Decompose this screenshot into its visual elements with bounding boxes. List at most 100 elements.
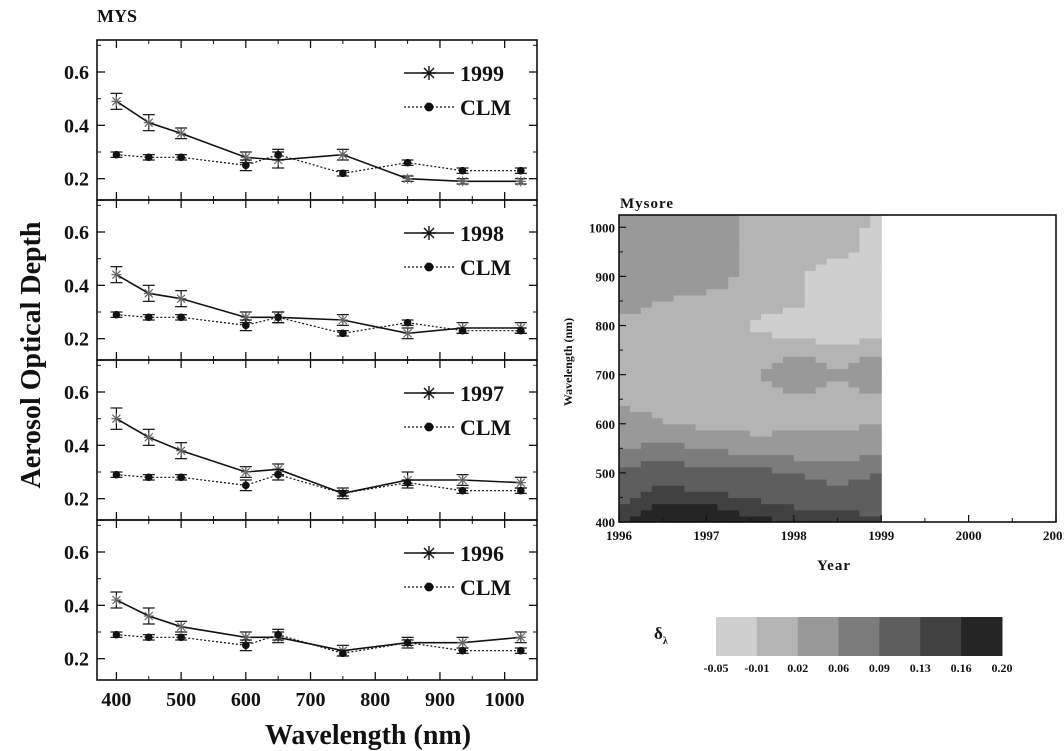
y-tick-label: 0.4 (64, 115, 89, 137)
contour-cell (837, 313, 850, 320)
contour-cell (771, 350, 784, 357)
contour-cell (728, 264, 740, 271)
contour-cell (804, 436, 817, 443)
contour-cell (826, 227, 839, 235)
contour-cell (859, 491, 871, 499)
contour-cell (673, 374, 686, 382)
contour-cell (837, 503, 850, 511)
contour-cell (706, 350, 718, 357)
contour-cell (673, 239, 686, 247)
data-point-asterisk (457, 176, 468, 187)
contour-cell (662, 405, 675, 413)
contour-cell (750, 264, 762, 271)
y-tick-label: 1000 (589, 220, 615, 235)
contour-cell (815, 503, 828, 511)
x-tick-label: 800 (360, 689, 390, 711)
contour-cell (673, 245, 686, 253)
contour-cell (673, 460, 686, 468)
contour-cell (870, 350, 882, 357)
contour-cell (826, 380, 839, 388)
contour-cell (728, 411, 740, 419)
contour-cell (870, 436, 882, 443)
contour-cell (837, 331, 850, 339)
contour-cell (717, 245, 729, 253)
contour-cell (859, 374, 871, 382)
contour-cell (815, 386, 828, 394)
contour-cell (728, 423, 740, 431)
contour-cell (728, 417, 740, 425)
contour-cell (717, 215, 729, 228)
contour-cell (870, 251, 882, 259)
contour-cell (848, 491, 860, 499)
contour-cell (848, 362, 860, 370)
contour-cell (815, 423, 828, 431)
contour-cell (640, 356, 653, 363)
contour-cell (793, 288, 806, 296)
contour-cell (706, 405, 718, 413)
contour-cell (761, 479, 773, 486)
contour-cell (848, 466, 860, 474)
contour-cell (771, 479, 784, 486)
contour-cell (782, 454, 795, 462)
contour-cell (804, 472, 817, 480)
contour-cell (706, 417, 718, 425)
contour-cell (826, 282, 839, 290)
contour-cell (706, 300, 718, 308)
contour-cell (804, 515, 817, 523)
contour-cell (640, 405, 653, 413)
contour-cell (848, 245, 860, 253)
contour-cell (695, 325, 707, 333)
contour-cell (848, 497, 860, 505)
contour-cell (761, 350, 773, 357)
contour-cell (717, 411, 729, 419)
contour-cell (706, 460, 718, 468)
contour-cell (739, 362, 751, 370)
contour-cell (739, 472, 751, 480)
contour-cell (651, 276, 664, 284)
contour-cell (629, 454, 642, 462)
contour-cell (870, 239, 882, 247)
contour-cell (848, 485, 860, 492)
contour-cell (717, 307, 729, 314)
contour-cell (761, 270, 773, 277)
contour-cell (804, 374, 817, 382)
contour-cell (826, 276, 839, 284)
contour-cell (761, 356, 773, 363)
marker-stroke (458, 475, 468, 485)
legend-marker-asterisk (422, 226, 436, 240)
contour-cell (684, 270, 697, 277)
contour-cell (695, 423, 707, 431)
colorbar-tick-label: 0.16 (951, 661, 972, 675)
contour-cell (629, 497, 642, 505)
contour-cell (706, 331, 718, 339)
contour-cell (662, 423, 675, 431)
y-tick-label: 800 (596, 319, 616, 334)
contour-cell (771, 331, 784, 339)
contour-cell (870, 215, 882, 228)
contour-cell (728, 454, 740, 462)
contour-cell (695, 288, 707, 296)
contour-cell (728, 300, 740, 308)
contour-cell (695, 466, 707, 474)
contour-cell (651, 343, 664, 351)
contour-cell (684, 515, 697, 523)
contour-cell (706, 313, 718, 320)
contour-cell (870, 454, 882, 462)
contour-cell (739, 300, 751, 308)
contour-cell (848, 405, 860, 413)
data-point-asterisk (143, 288, 154, 299)
contour-cell (848, 380, 860, 388)
contour-cell (640, 454, 653, 462)
contour-cell (728, 288, 740, 296)
contour-cell (750, 472, 762, 480)
contour-cell (859, 442, 871, 449)
contour-cell (859, 417, 871, 425)
contour-cell (717, 417, 729, 425)
contour-cell (651, 288, 664, 296)
contour-cell (717, 276, 729, 284)
contour-cell (793, 472, 806, 480)
series-line-CLM (116, 314, 521, 334)
contour-cell (728, 386, 740, 394)
contour-cell (848, 509, 860, 517)
